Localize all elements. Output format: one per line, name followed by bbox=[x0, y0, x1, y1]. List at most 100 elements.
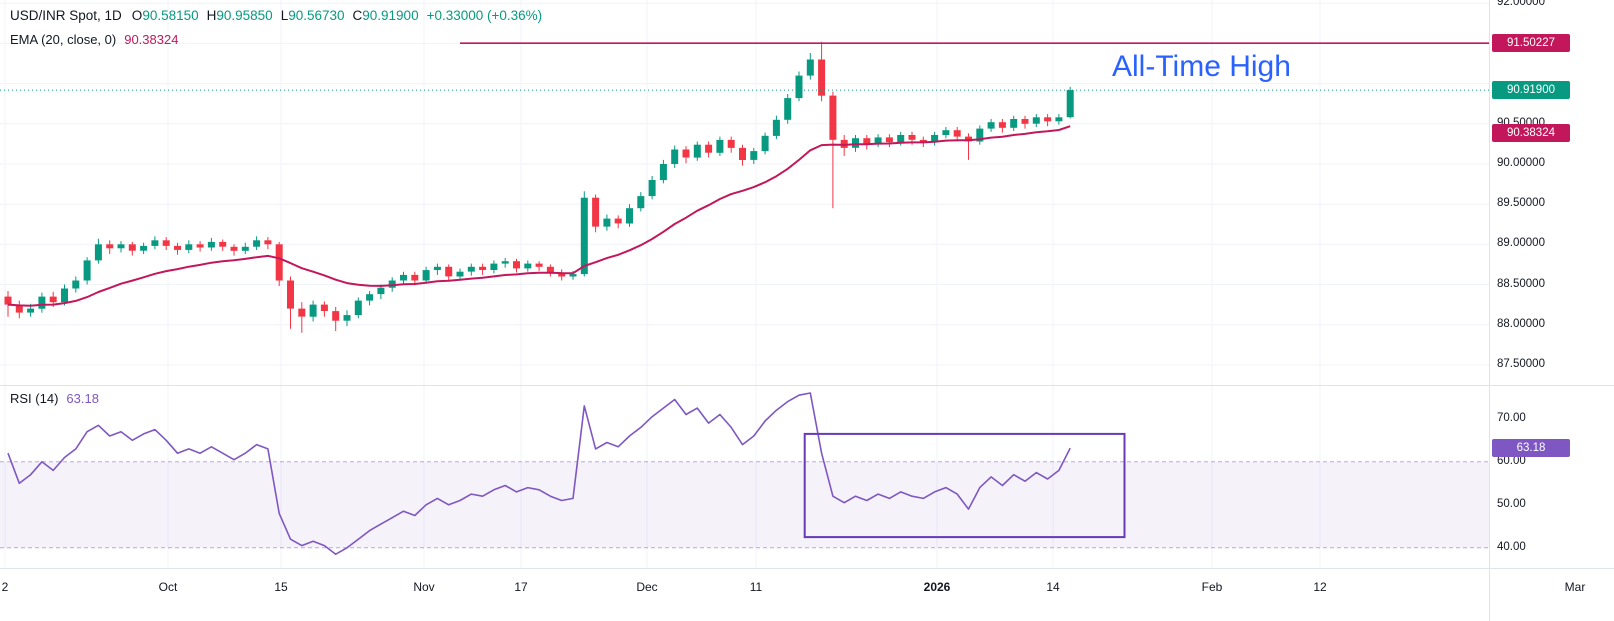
time-axis-label: Mar bbox=[1564, 580, 1586, 594]
candle-body bbox=[117, 244, 125, 249]
axis-tick-label: 88.50000 bbox=[1497, 277, 1545, 290]
symbol-title: USD/INR Spot, 1D bbox=[10, 8, 122, 23]
rsi-value-badge: 63.18 bbox=[1492, 439, 1570, 458]
candle-body bbox=[637, 196, 645, 209]
candle-body bbox=[546, 266, 554, 273]
candle-body bbox=[716, 139, 724, 153]
candle-body bbox=[479, 266, 487, 270]
time-axis-label: Feb bbox=[1201, 580, 1223, 594]
axis-tick-label: 89.50000 bbox=[1497, 197, 1545, 210]
ema-price-badge: 90.38324 bbox=[1492, 124, 1570, 143]
candle-body bbox=[456, 271, 464, 277]
candle-body bbox=[1044, 117, 1052, 122]
candle-body bbox=[1066, 90, 1074, 118]
axis-tick-label: 89.00000 bbox=[1497, 237, 1545, 250]
candle-body bbox=[852, 138, 859, 148]
candle-body bbox=[908, 135, 916, 140]
candle-body bbox=[931, 135, 939, 143]
candle-body bbox=[592, 197, 600, 227]
candle-body bbox=[761, 135, 769, 152]
candle-body bbox=[467, 266, 475, 272]
candle-body bbox=[976, 128, 984, 142]
axis-tick-label: 60.00 bbox=[1497, 454, 1526, 467]
candle-body bbox=[648, 180, 656, 197]
candle-body bbox=[106, 244, 114, 249]
axis-tick-label: 87.50000 bbox=[1497, 357, 1545, 370]
ema-value: 90.38324 bbox=[124, 32, 179, 47]
price-axis[interactable]: 92.00000 90.50000 90.00000 89.50000 89.00000… bbox=[1490, 0, 1614, 568]
candle-body bbox=[919, 139, 927, 143]
time-axis-label: 15 bbox=[274, 580, 288, 594]
candle-body bbox=[15, 304, 23, 313]
ath-price-badge: 91.50227 bbox=[1492, 34, 1570, 53]
candle-body bbox=[287, 280, 294, 309]
rsi-value: 63.18 bbox=[66, 391, 99, 406]
candle-body bbox=[151, 240, 159, 246]
rsi-legend[interactable]: RSI (14) 63.18 bbox=[10, 391, 99, 406]
ohlc-close: C90.91900 bbox=[352, 8, 419, 23]
time-axis-label: Oct bbox=[158, 580, 178, 594]
candle-body bbox=[219, 241, 227, 247]
candle-body bbox=[61, 288, 68, 303]
candle-body bbox=[942, 130, 950, 135]
candle-body bbox=[513, 261, 520, 269]
candle-body bbox=[162, 240, 170, 246]
candle-body bbox=[1032, 117, 1040, 124]
candle-body bbox=[818, 59, 826, 96]
candle-body bbox=[671, 149, 679, 164]
candle-body bbox=[772, 119, 780, 136]
time-axis-label: 11 bbox=[749, 580, 763, 594]
candle-body bbox=[580, 197, 588, 275]
candle-body bbox=[4, 296, 12, 305]
candle-body bbox=[535, 263, 543, 267]
rsi-box-annotation[interactable] bbox=[803, 432, 1126, 539]
candle-body bbox=[806, 59, 814, 76]
axis-tick-label: 50.00 bbox=[1497, 497, 1526, 510]
candle-body bbox=[388, 280, 396, 288]
candle-body bbox=[863, 138, 871, 144]
candle-body bbox=[38, 296, 46, 309]
time-axis-label: 2026 bbox=[923, 580, 951, 594]
candle-body bbox=[501, 261, 509, 264]
candle-body bbox=[83, 260, 91, 281]
candle-body bbox=[614, 218, 622, 224]
time-axis[interactable]: 2 Oct 15 Nov 17 Dec 11 2026 14 Feb 12 Mar bbox=[0, 568, 1614, 621]
ema-label: EMA (20, close, 0) bbox=[10, 32, 117, 47]
candle-body bbox=[829, 95, 837, 140]
candle-body bbox=[558, 272, 566, 277]
time-axis-label: 17 bbox=[514, 580, 528, 594]
axis-tick-label: 90.00000 bbox=[1497, 157, 1545, 169]
candle-body bbox=[309, 304, 317, 317]
all-time-high-annotation[interactable]: All-Time High bbox=[1112, 50, 1291, 83]
symbol-legend[interactable]: USD/INR Spot, 1D O90.58150 H90.95850 L90… bbox=[10, 8, 542, 23]
candle-body bbox=[750, 151, 758, 160]
candle-body bbox=[445, 266, 453, 277]
candle-body bbox=[659, 164, 667, 181]
rsi-line[interactable] bbox=[7, 392, 1071, 556]
candle-body bbox=[965, 136, 972, 142]
candle-body bbox=[626, 208, 633, 224]
candle-body bbox=[727, 139, 735, 148]
ema-line[interactable] bbox=[7, 125, 1071, 307]
rsi-label: RSI (14) bbox=[10, 391, 59, 406]
candle-body bbox=[128, 244, 136, 251]
candle-body bbox=[987, 122, 995, 129]
time-axis-label: Dec bbox=[636, 580, 658, 594]
candle-body bbox=[253, 240, 261, 247]
ohlc-high: H90.95850 bbox=[206, 8, 273, 23]
candle-body bbox=[1021, 119, 1029, 124]
candle-body bbox=[874, 137, 882, 144]
candle-body bbox=[298, 308, 306, 317]
candle-body bbox=[140, 245, 148, 251]
candle-body bbox=[174, 245, 181, 250]
candle-body bbox=[185, 244, 193, 250]
ema-legend[interactable]: EMA (20, close, 0) 90.38324 bbox=[10, 32, 178, 47]
candle-body bbox=[343, 315, 351, 321]
last-price-badge: 90.91900 bbox=[1492, 81, 1570, 100]
candle-body bbox=[739, 147, 746, 160]
candle-body bbox=[784, 98, 792, 120]
candle-body bbox=[264, 240, 272, 245]
candle-body bbox=[94, 244, 102, 261]
